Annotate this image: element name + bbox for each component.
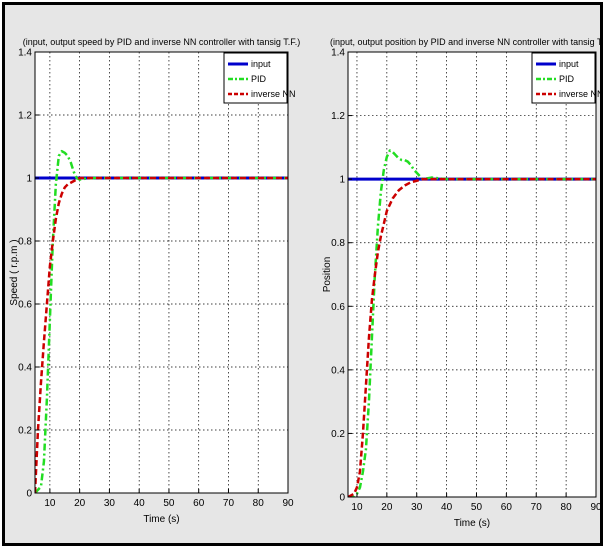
speed-y-tick-label: 1.2 [18,111,32,122]
position-y-tick-label: 0.4 [331,365,345,376]
speed-x-tick-label: 60 [193,498,205,509]
speed-x-tick-label: 30 [104,498,116,509]
position-y-tick-label: 0.8 [331,238,345,249]
position-y-tick-label: 0 [339,493,345,504]
position-y-tick-label: 0.2 [331,429,345,440]
position-x-tick-label: 30 [411,502,423,513]
position-y-tick-label: 1 [339,175,345,186]
position-y-tick-label: 1.4 [331,48,345,59]
speed-plot-area [35,52,288,493]
position-x-tick-label: 80 [561,502,573,513]
position-y-tick-label: 0.6 [331,302,345,313]
speed-legend-label: PID [251,74,267,84]
position-legend-label: PID [559,74,575,84]
speed-axes-box [34,51,289,494]
speed-x-tick-label: 70 [223,498,235,509]
position-y-axis-label: Position [322,257,333,293]
position-chart-title: (input, output position by PID and inver… [330,37,600,47]
speed-y-axis-label: Speed ( r.p.m ) [9,239,20,305]
speed-y-tick-label: 1.4 [18,48,32,59]
speed-y-tick-label: 0.2 [18,426,32,437]
position-x-tick-label: 90 [590,502,600,513]
position-x-tick-label: 70 [531,502,543,513]
position-legend-label: input [559,59,579,69]
position-axes-box [347,51,597,498]
position-x-tick-label: 20 [381,502,393,513]
speed-legend-label: input [251,59,271,69]
speed-y-tick-label: 0 [26,489,32,500]
speed-legend: input PID inverse NN [223,52,296,104]
speed-y-tick-label: 0.6 [18,300,32,311]
speed-x-tick-label: 40 [134,498,146,509]
position-chart: 10 20 30 40 50 60 70 80 90 0 0.2 0.4 0.6 0.8 1 1.2 1.4(i… [322,37,600,529]
speed-x-axis-label: Time (s) [143,514,179,525]
speed-series-pid [35,149,288,493]
speed-chart-title: (input, output speed by PID and inverse … [23,37,300,47]
speed-x-tick-label: 90 [282,498,294,509]
position-x-tick-label: 40 [441,502,453,513]
position-x-tick-label: 60 [501,502,513,513]
speed-x-tick-label: 20 [74,498,86,509]
speed-x-tick-label: 80 [253,498,265,509]
position-plot-area [348,52,596,497]
speed-chart: 10 20 30 40 50 60 70 80 90 0 0.2 0.4 0.6 0.8 1 1.2 1.4(i… [9,37,300,525]
speed-legend-label: inverse NN [251,89,296,99]
speed-y-tick-label: 0.8 [18,237,32,248]
position-series-inverse-nn [348,177,596,497]
position-x-tick-label: 50 [471,502,483,513]
figure-canvas: 10 20 30 40 50 60 70 80 9000.20.40.60.811.21.4(i… [9,37,600,529]
speed-x-tick-label: 10 [44,498,56,509]
speed-series-inverse-nn [35,176,288,493]
position-x-tick-label: 10 [351,502,363,513]
speed-y-tick-label: 0.4 [18,363,32,374]
position-legend: input PID inverse NN [531,52,600,104]
speed-x-tick-label: 50 [163,498,175,509]
position-legend-label: inverse NN [559,89,600,99]
speed-y-tick-label: 1 [26,174,32,185]
position-y-tick-label: 1.2 [331,111,345,122]
position-x-axis-label: Time (s) [454,518,490,529]
